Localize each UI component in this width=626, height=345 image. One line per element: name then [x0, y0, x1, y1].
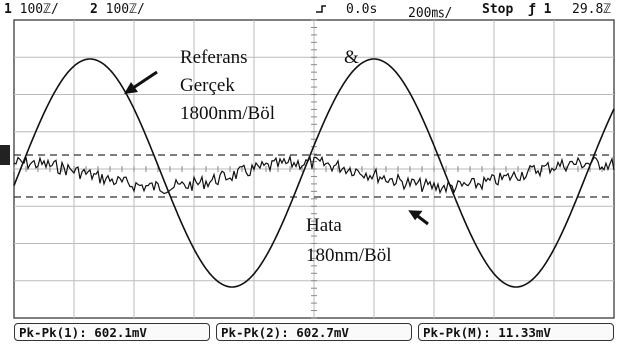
error-noise-trace: [13, 154, 615, 195]
channel2-scale[interactable]: 2 100ℤ/: [90, 2, 145, 17]
annotation-ampersand: &: [344, 47, 359, 68]
trigger-info[interactable]: ƒ 1: [528, 2, 551, 17]
channel1-scale[interactable]: 1 100ℤ/: [4, 2, 59, 17]
measurement-bar: Pk-Pk(1): 602.1mV Pk-Pk(2): 602.7mV Pk-P…: [0, 320, 626, 345]
measurement-value: 602.1mV: [94, 325, 147, 340]
channel1-label: 1: [4, 2, 12, 17]
measurement-pkpk-math[interactable]: Pk-Pk(M): 11.33mV: [418, 323, 614, 341]
time-offset[interactable]: 0.0s: [346, 2, 378, 17]
channel2-scale-value: 100ℤ/: [105, 2, 145, 17]
channel1-scale-value: 100ℤ/: [19, 2, 59, 17]
measurement-pkpk-1[interactable]: Pk-Pk(1): 602.1mV: [14, 323, 210, 341]
reference-actual-sine-trace: [13, 58, 615, 288]
graticule-grid: [13, 19, 615, 319]
trigger-marker-icon: [316, 5, 326, 13]
annotation-ref-scale: 1800nm/Böl: [180, 103, 276, 124]
status-bar: 1 100ℤ/ 2 100ℤ/ 0.0s 200㎳/ Stop ƒ 1 29.8…: [0, 0, 626, 21]
annotation-hata: Hata: [306, 215, 342, 236]
annotation-gercek: Gerçek: [180, 75, 235, 96]
measurement-label: Pk-Pk(1):: [19, 325, 87, 340]
trigger-edge-icon: ƒ: [528, 2, 536, 17]
measurement-label: Pk-Pk(2):: [221, 325, 289, 340]
trigger-channel: 1: [543, 2, 552, 17]
measurement-value: 11.33mV: [498, 325, 551, 340]
run-state[interactable]: Stop: [482, 2, 513, 17]
arrow-to-sine: [124, 70, 158, 94]
arrow-to-error: [408, 210, 429, 226]
annotation-error-scale: 180nm/Böl: [306, 245, 392, 266]
trigger-level[interactable]: 29.8ℤ: [572, 2, 612, 17]
annotation-referans: Referans: [180, 47, 248, 68]
channel2-label: 2: [90, 2, 98, 17]
measurement-value: 602.7mV: [296, 325, 349, 340]
run-state-label: Stop: [482, 2, 514, 17]
measurement-label: Pk-Pk(M):: [423, 325, 491, 340]
cursor-lines: [14, 154, 614, 198]
measurement-pkpk-2[interactable]: Pk-Pk(2): 602.7mV: [216, 323, 412, 341]
time-scale[interactable]: 200㎳/: [408, 6, 453, 21]
left-ground-marker: [0, 145, 10, 165]
